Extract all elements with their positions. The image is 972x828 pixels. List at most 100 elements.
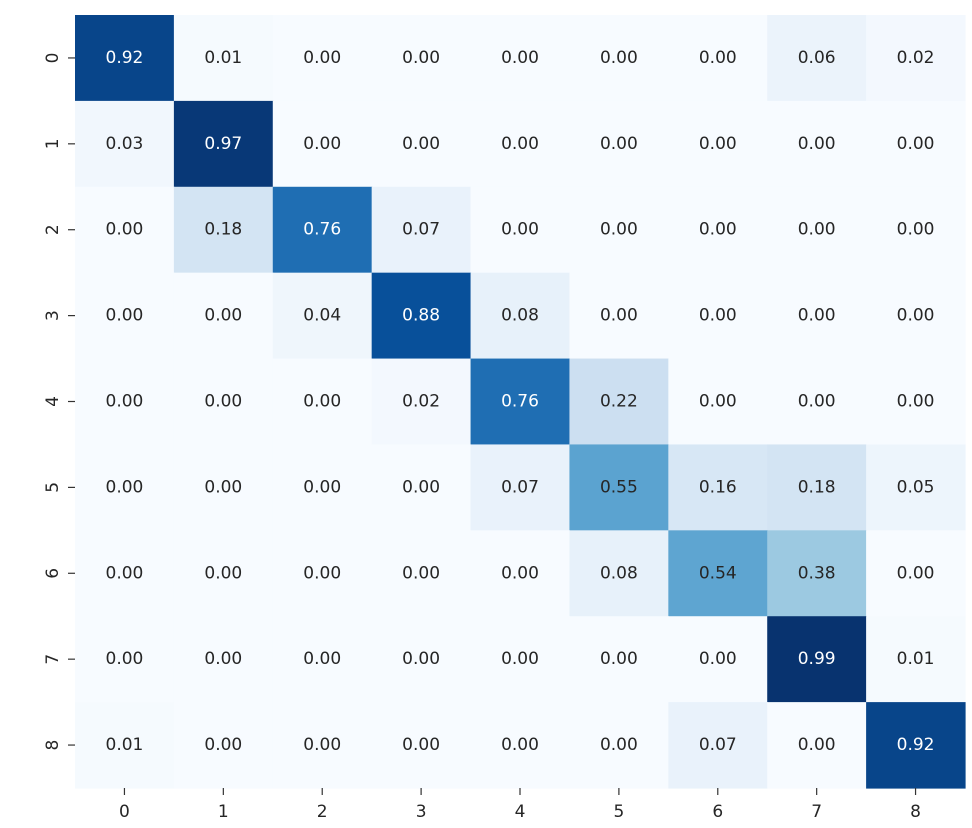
y-tick-label-4: 4 (43, 396, 63, 407)
y-tick-label-3: 3 (43, 310, 63, 321)
cell-value-r1-c6: 0.00 (699, 134, 737, 154)
cell-value-r8-c6: 0.07 (699, 735, 737, 755)
x-tick-label-7: 7 (811, 802, 822, 822)
heatmap-cell-r2-c8 (866, 186, 966, 274)
cell-value-r8-c8: 0.92 (897, 735, 935, 755)
cell-value-r0-c3: 0.00 (402, 48, 440, 68)
x-tick-label-8: 8 (910, 802, 921, 822)
heatmap-cell-r7-c5 (569, 616, 669, 703)
heatmap-cell-r3-c5 (569, 272, 669, 360)
cell-value-r3-c1: 0.00 (204, 306, 242, 326)
heatmap-cell-r2-c0 (75, 186, 175, 274)
x-tick-label-0: 0 (119, 802, 130, 822)
heatmap-cell-r4-c6 (668, 358, 768, 446)
heatmap-cell-r7-c8 (866, 616, 966, 703)
heatmap-cell-r5-c3 (371, 444, 472, 531)
cell-value-r8-c2: 0.00 (303, 735, 341, 755)
cell-value-r4-c4: 0.76 (501, 392, 539, 412)
cell-value-r8-c5: 0.00 (600, 735, 638, 755)
cell-value-r6-c8: 0.00 (897, 563, 935, 583)
y-tick-label-0: 0 (43, 53, 63, 64)
heatmap-cell-r1-c4 (470, 100, 571, 188)
heatmap-cell-r5-c1 (173, 444, 274, 531)
x-tick-label-3: 3 (416, 802, 427, 822)
heatmap-cell-r4-c5 (569, 358, 669, 446)
heatmap-cell-r0-c2 (272, 15, 373, 102)
heatmap-cell-r3-c4 (470, 272, 571, 360)
cell-value-r1-c0: 0.03 (106, 134, 144, 154)
cell-value-r2-c5: 0.00 (600, 220, 638, 240)
heatmap-cell-r5-c2 (272, 444, 373, 531)
heatmap-cell-r5-c5 (569, 444, 669, 531)
cell-value-r4-c1: 0.00 (204, 392, 242, 412)
heatmap-cell-r1-c5 (569, 100, 669, 188)
heatmap-cell-r8-c4 (470, 702, 571, 789)
heatmap-cell-r8-c1 (173, 702, 274, 789)
cell-value-r5-c0: 0.00 (106, 477, 144, 497)
heatmap-cell-r3-c3 (371, 272, 472, 360)
heatmap-cell-r0-c8 (866, 15, 966, 102)
cell-value-r7-c2: 0.00 (303, 649, 341, 669)
cell-value-r7-c6: 0.00 (699, 649, 737, 669)
heatmap-cell-r6-c8 (866, 530, 966, 617)
cell-value-r0-c1: 0.01 (204, 48, 242, 68)
y-tick-label-5: 5 (43, 482, 63, 493)
cell-value-r3-c8: 0.00 (897, 306, 935, 326)
cell-value-r2-c2: 0.76 (303, 220, 341, 240)
heatmap-cell-r7-c6 (668, 616, 768, 703)
cell-value-r7-c3: 0.00 (402, 649, 440, 669)
cell-value-r6-c2: 0.00 (303, 563, 341, 583)
cell-value-r4-c8: 0.00 (897, 392, 935, 412)
heatmap-cell-r4-c2 (272, 358, 373, 446)
cell-value-r1-c7: 0.00 (798, 134, 836, 154)
x-tick-label-4: 4 (515, 802, 526, 822)
cell-value-r3-c3: 0.88 (402, 306, 440, 326)
x-tick-label-5: 5 (613, 802, 624, 822)
cell-value-r2-c7: 0.00 (798, 220, 836, 240)
cell-value-r0-c2: 0.00 (303, 48, 341, 68)
heatmap-cell-r7-c2 (272, 616, 373, 703)
cell-value-r7-c5: 0.00 (600, 649, 638, 669)
heatmap-cell-r2-c4 (470, 186, 571, 274)
heatmap-cell-r3-c8 (866, 272, 966, 360)
cell-value-r5-c8: 0.05 (897, 477, 935, 497)
heatmap-cell-r8-c0 (75, 702, 175, 789)
heatmap-cell-r5-c6 (668, 444, 768, 531)
cell-value-r3-c6: 0.00 (699, 306, 737, 326)
cell-value-r6-c6: 0.54 (699, 563, 737, 583)
heatmap-cell-r4-c8 (866, 358, 966, 446)
cell-value-r8-c4: 0.00 (501, 735, 539, 755)
heatmap-cell-r4-c7 (767, 358, 867, 446)
cell-value-r5-c4: 0.07 (501, 477, 539, 497)
heatmap-cell-r8-c5 (569, 702, 669, 789)
cell-value-r1-c3: 0.00 (402, 134, 440, 154)
heatmap-cell-r3-c2 (272, 272, 373, 360)
heatmap-cell-r5-c4 (470, 444, 571, 531)
cell-value-r6-c0: 0.00 (106, 563, 144, 583)
cell-value-r4-c3: 0.02 (402, 392, 440, 412)
heatmap-cell-r7-c1 (173, 616, 274, 703)
heatmap-cell-r6-c7 (767, 530, 867, 617)
cell-value-r6-c4: 0.00 (501, 563, 539, 583)
y-tick-label-6: 6 (43, 568, 63, 579)
heatmap-cell-r4-c1 (173, 358, 274, 446)
heatmap-cell-r1-c2 (272, 100, 373, 188)
cell-value-r4-c5: 0.22 (600, 392, 638, 412)
heatmap-cell-r0-c4 (470, 15, 571, 102)
cell-value-r6-c3: 0.00 (402, 563, 440, 583)
cell-value-r3-c2: 0.04 (303, 306, 341, 326)
y-tick-label-8: 8 (43, 740, 63, 751)
heatmap-cell-r8-c3 (371, 702, 472, 789)
heatmap-cell-r1-c7 (767, 100, 867, 188)
x-tick-label-6: 6 (712, 802, 723, 822)
y-tick-label-2: 2 (43, 224, 63, 235)
heatmap-cell-r8-c6 (668, 702, 768, 789)
cell-value-r7-c4: 0.00 (501, 649, 539, 669)
y-tick-label-7: 7 (43, 654, 63, 665)
cell-value-r4-c2: 0.00 (303, 392, 341, 412)
heatmap-cell-r6-c2 (272, 530, 373, 617)
heatmap-cell-r3-c6 (668, 272, 768, 360)
heatmap-cell-r0-c3 (371, 15, 472, 102)
